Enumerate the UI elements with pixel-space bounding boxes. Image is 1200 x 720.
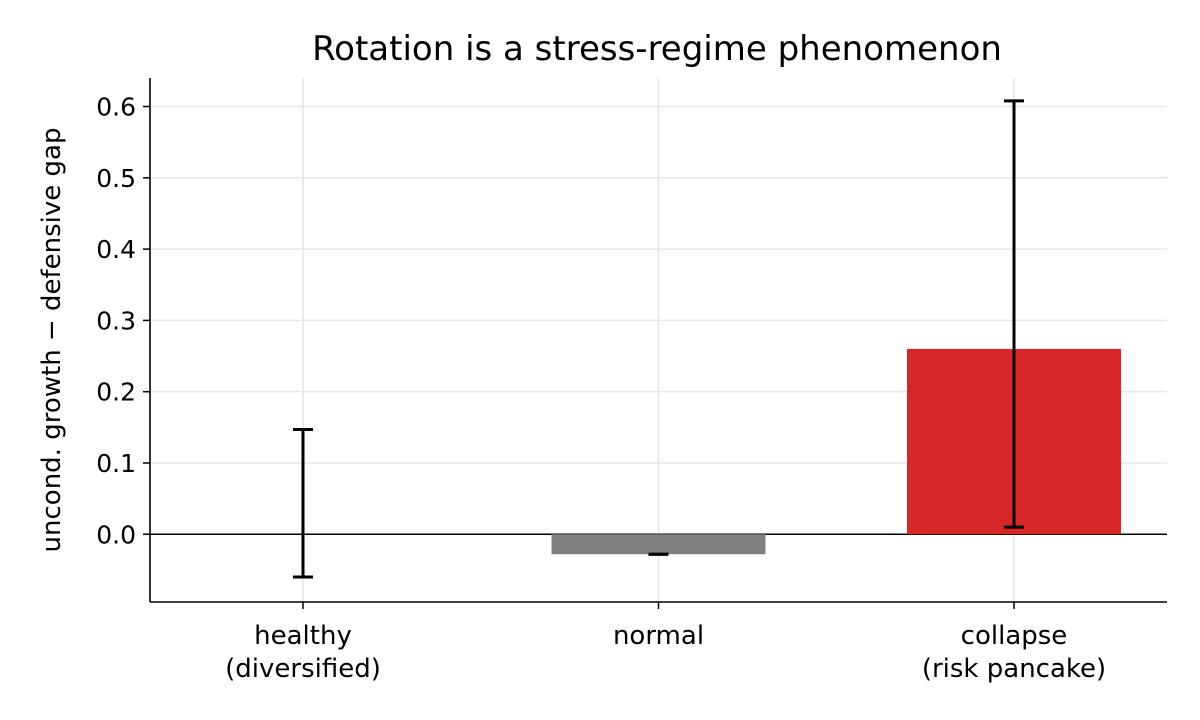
y-tick-label: 0.4 [96,235,136,264]
y-axis-label: uncond. growth − defensive gap [37,128,67,553]
y-tick-label: 0.2 [96,378,136,407]
y-ticks: 0.0 0.1 0.2 0.3 0.4 0.5 0.6 [96,93,150,549]
y-tick-label: 0.6 [96,93,136,122]
bars [551,348,1121,555]
y-tick-label: 0.3 [96,306,136,335]
bar [551,534,766,555]
chart-title: Rotation is a stress-regime phenomenon [312,29,1002,69]
y-tick-label: 0.1 [96,449,136,478]
y-tick-label: 0.5 [96,164,136,193]
x-tick-label-sub: (diversified) [225,654,381,684]
x-tick-label: normal [613,621,704,651]
x-tick-label: healthy [254,621,352,651]
y-tick-label: 0.0 [96,520,136,549]
x-ticks: healthy(diversified) normal collapse(risk … [225,602,1106,684]
x-tick-label-sub: (risk pancake) [922,654,1106,684]
error-bars [293,99,1024,579]
x-tick-label: collapse [961,621,1068,651]
